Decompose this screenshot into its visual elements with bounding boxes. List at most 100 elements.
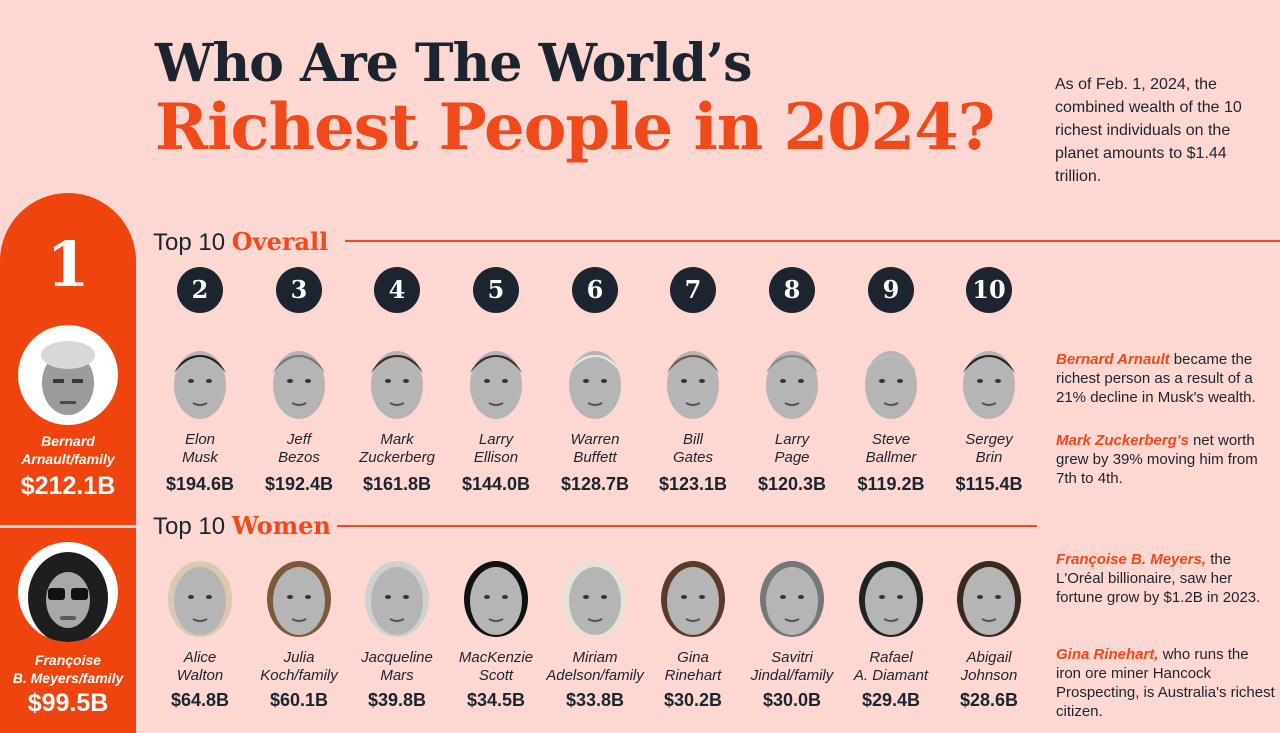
rank-badge: 4 bbox=[374, 267, 420, 313]
person-name: Larry Page bbox=[737, 431, 847, 467]
page-title: Who Are The World’s Richest People in 20… bbox=[155, 33, 995, 165]
overall-rule bbox=[345, 240, 1280, 242]
person-first-name: Alice bbox=[183, 649, 217, 666]
women-rule bbox=[337, 525, 1037, 527]
person-first-name: Gina bbox=[677, 649, 709, 666]
person-first-name: Larry bbox=[478, 431, 514, 448]
intro-text: As of Feb. 1, 2024, the combined wealth … bbox=[1055, 76, 1242, 185]
person-name: Warren Buffett bbox=[540, 431, 650, 467]
rank-1-number: 1 bbox=[46, 228, 90, 301]
person-net-worth: $60.1B bbox=[269, 690, 329, 710]
person-first-name: Jeff bbox=[286, 431, 312, 448]
person-first-name: Elon bbox=[184, 431, 216, 448]
person-net-worth: $123.1B bbox=[658, 474, 728, 494]
person-name: Gina Rinehart bbox=[638, 649, 748, 685]
person-first-name: Abigail bbox=[966, 649, 1012, 666]
person-first-name: Sergey bbox=[965, 431, 1013, 448]
portrait-icon bbox=[560, 553, 630, 639]
person-last-name: Mars bbox=[380, 667, 414, 684]
portrait-icon bbox=[461, 337, 531, 423]
person-last-name: A. Diamant bbox=[853, 667, 929, 684]
person-last-name: Ellison bbox=[473, 449, 519, 466]
portrait-meyers-icon bbox=[18, 542, 118, 642]
overall-heading: Top 10 Overall bbox=[153, 227, 329, 256]
person-last-name: Koch/family bbox=[260, 667, 338, 684]
rank-badge: 3 bbox=[276, 267, 322, 313]
person-net-worth: $115.4B bbox=[955, 474, 1023, 494]
person-last-name: Brin bbox=[975, 449, 1003, 466]
rank-badge: 6 bbox=[572, 267, 618, 313]
title-line-2: Richest People in 2024? bbox=[155, 90, 995, 165]
person-first-name: Warren bbox=[570, 431, 620, 448]
rank-badge: 10 bbox=[966, 267, 1012, 313]
person-last-name: Gates bbox=[672, 449, 714, 466]
portrait-icon bbox=[362, 337, 432, 423]
person-net-worth: $120.3B bbox=[757, 474, 827, 494]
rank-badge: 8 bbox=[769, 267, 815, 313]
person-name: Rafael A. Diamant bbox=[836, 649, 946, 685]
person-last-name: Rinehart bbox=[664, 667, 722, 684]
person-name: Bill Gates bbox=[638, 431, 748, 467]
person-net-worth: $30.0B bbox=[762, 690, 822, 710]
rank-badge: 2 bbox=[177, 267, 223, 313]
title-line-1: Who Are The World’s bbox=[155, 33, 752, 94]
portrait-icon bbox=[856, 553, 926, 639]
person-last-name: Walton bbox=[176, 667, 224, 684]
person-name: Jeff Bezos bbox=[244, 431, 354, 467]
person-last-name: Jindal/family bbox=[750, 667, 834, 684]
portrait-icon bbox=[560, 337, 630, 423]
person-name: MacKenzie Scott bbox=[441, 649, 551, 685]
portrait-icon bbox=[856, 337, 926, 423]
women-top-person-name: Françoise B. Meyers/family bbox=[12, 652, 124, 686]
person-name: Savitri Jindal/family bbox=[737, 649, 847, 685]
rank-badge: 5 bbox=[473, 267, 519, 313]
person-last-name: Johnson bbox=[960, 667, 1018, 684]
portrait-icon bbox=[264, 337, 334, 423]
person-net-worth: $33.8B bbox=[565, 690, 625, 710]
person-last-name: Page bbox=[774, 449, 810, 466]
person-net-worth: $34.5B bbox=[466, 690, 526, 710]
person-first-name: MacKenzie bbox=[458, 649, 534, 666]
rank-badge: 9 bbox=[868, 267, 914, 313]
person-net-worth: $192.4B bbox=[264, 474, 334, 494]
portrait-icon bbox=[264, 553, 334, 639]
person-name: Julia Koch/family bbox=[244, 649, 354, 685]
portrait-icon bbox=[362, 553, 432, 639]
person-net-worth: $119.2B bbox=[857, 474, 925, 494]
top-person-name: Bernard Arnault/family bbox=[21, 433, 115, 467]
person-first-name: Mark bbox=[380, 431, 414, 448]
person-net-worth: $39.8B bbox=[367, 690, 427, 710]
portrait-icon bbox=[658, 553, 728, 639]
person-net-worth: $64.8B bbox=[170, 690, 230, 710]
person-last-name: Buffett bbox=[573, 449, 617, 466]
person-net-worth: $29.4B bbox=[861, 690, 921, 710]
note-zuckerberg: Mark Zuckerberg's net worth grew by 39% … bbox=[1056, 432, 1258, 487]
person-name: Elon Musk bbox=[145, 431, 255, 467]
portrait-icon bbox=[757, 553, 827, 639]
rank-1-sidebar bbox=[0, 193, 136, 733]
portrait-arnault-icon bbox=[18, 325, 118, 425]
person-first-name: Rafael bbox=[869, 649, 913, 666]
women-top-person-worth: $99.5B bbox=[27, 689, 109, 717]
person-last-name: Musk bbox=[182, 449, 218, 466]
person-net-worth: $128.7B bbox=[560, 474, 630, 494]
person-name: Sergey Brin bbox=[934, 431, 1044, 467]
person-last-name: Scott bbox=[478, 667, 514, 684]
portrait-icon bbox=[954, 337, 1024, 423]
note-meyers: Françoise B. Meyers, the L'Oréal billion… bbox=[1056, 551, 1261, 606]
person-name: Miriam Adelson/family bbox=[540, 649, 650, 685]
person-first-name: Steve bbox=[871, 431, 911, 448]
person-name: Mark Zuckerberg bbox=[342, 431, 452, 467]
person-last-name: Adelson/family bbox=[546, 667, 644, 684]
person-net-worth: $30.2B bbox=[663, 690, 723, 710]
person-name: Steve Ballmer bbox=[836, 431, 946, 467]
person-first-name: Bill bbox=[682, 431, 703, 448]
person-name: Jacqueline Mars bbox=[342, 649, 452, 685]
person-last-name: Bezos bbox=[278, 449, 320, 466]
person-net-worth: $144.0B bbox=[461, 474, 531, 494]
person-first-name: Savitri bbox=[771, 649, 813, 666]
person-net-worth: $28.6B bbox=[959, 690, 1019, 710]
person-name: Alice Walton bbox=[145, 649, 255, 685]
portrait-icon bbox=[165, 337, 235, 423]
person-name: Abigail Johnson bbox=[934, 649, 1044, 685]
